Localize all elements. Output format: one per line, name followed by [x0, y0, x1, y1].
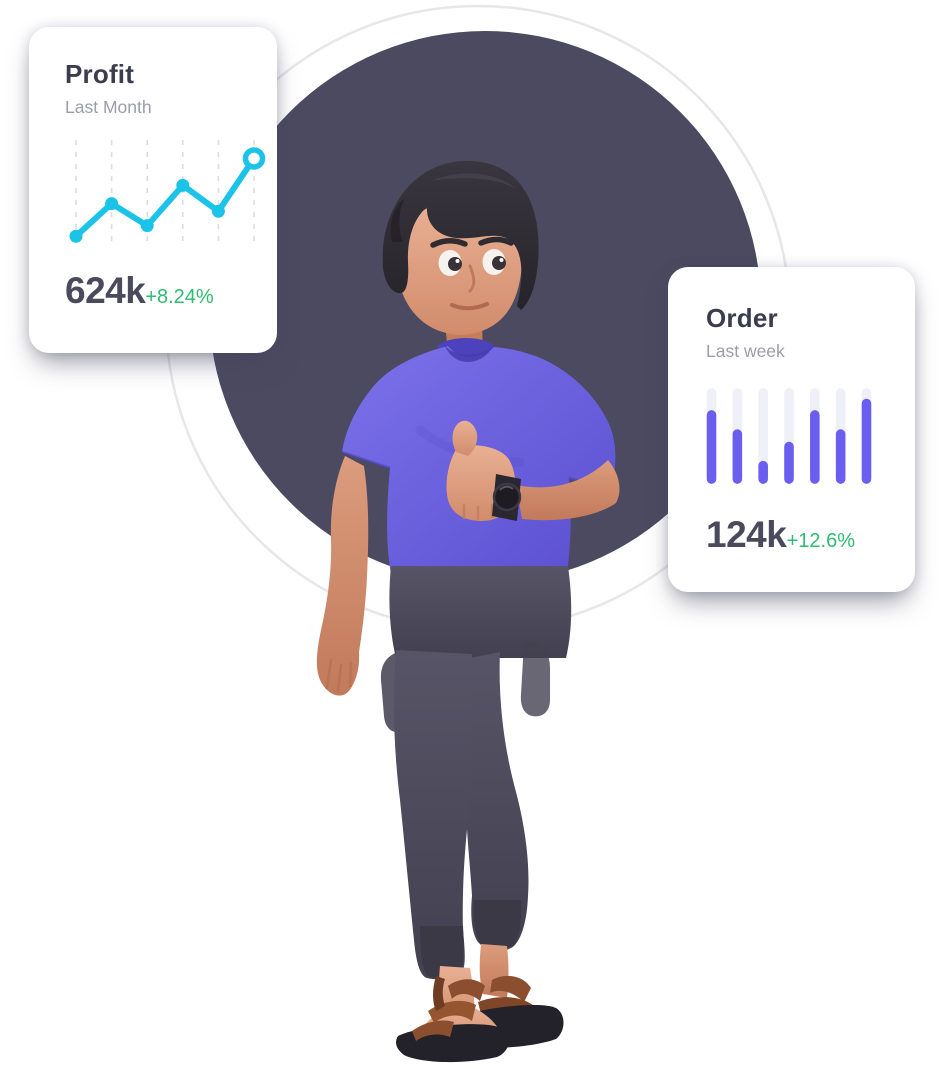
profit-value: 624k [65, 270, 146, 312]
front-foot [396, 966, 510, 1063]
cargo-pocket [520, 640, 550, 717]
head [382, 160, 539, 335]
character [316, 160, 620, 1063]
right-arm [316, 456, 369, 696]
order-value-row: 124k +12.6% [706, 514, 877, 556]
order-change: +12.6% [786, 530, 855, 553]
eyebrow-right [478, 236, 514, 246]
order-value: 124k [706, 514, 787, 556]
profit-value-row: 624k +8.24% [65, 270, 241, 312]
order-card: Order Last week 124k +12.6% [668, 267, 915, 592]
profit-card-title: Profit [65, 59, 135, 89]
order-card-subtitle: Last week [706, 341, 785, 362]
profit-card: Profit Last Month 624k +8.24% [29, 27, 277, 353]
hair [382, 160, 539, 310]
profit-line-chart [69, 140, 266, 247]
order-card-title: Order [706, 303, 778, 333]
pants [389, 566, 572, 658]
watch-face [492, 482, 522, 512]
sandal-sole [396, 1024, 510, 1063]
front-leg [393, 650, 473, 980]
hand-fingers [325, 658, 353, 693]
order-bar-chart [706, 388, 872, 485]
eyebrow-left [430, 238, 468, 248]
nose [468, 264, 476, 293]
eyes [438, 249, 506, 276]
thumb-up [452, 420, 478, 456]
left-arm-thumbs-up [446, 420, 620, 522]
profit-change: +8.24% [145, 286, 214, 309]
mouth [450, 302, 489, 311]
profit-card-subtitle: Last Month [65, 97, 152, 118]
